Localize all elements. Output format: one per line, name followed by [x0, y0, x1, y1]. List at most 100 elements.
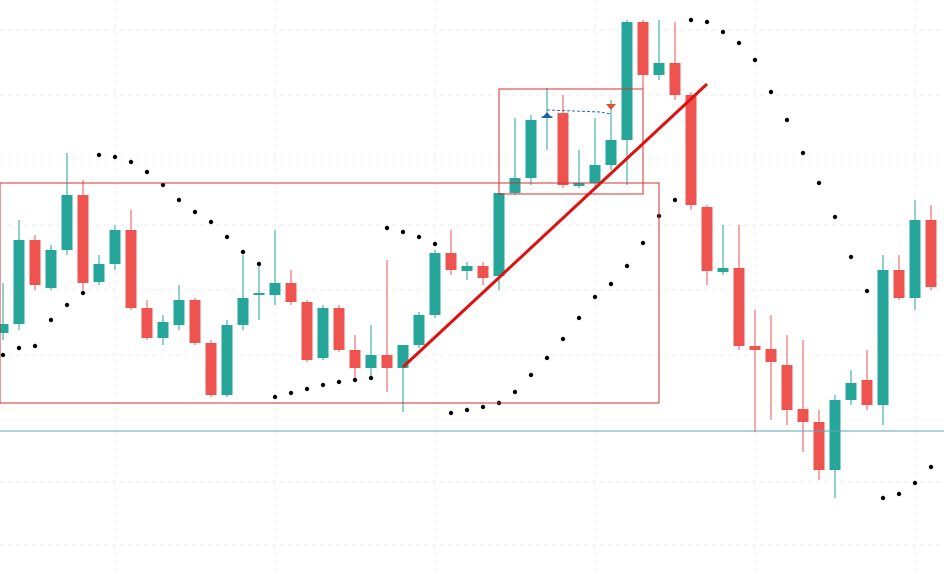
- candle-body: [333, 308, 345, 350]
- candle-body: [653, 63, 665, 75]
- sar-dot: [848, 254, 854, 260]
- sar-dot: [176, 197, 182, 203]
- candle-body: [557, 113, 569, 185]
- measure-line: [546, 109, 612, 115]
- candle-body: [605, 140, 617, 165]
- sar-dot: [112, 154, 118, 160]
- sar-dot: [752, 57, 758, 63]
- sar-dot: [224, 234, 230, 240]
- sar-dot: [816, 180, 822, 186]
- sar-dot: [864, 288, 870, 294]
- sar-dot: [256, 261, 262, 267]
- candles: [0, 17, 937, 501]
- sar-dot: [640, 240, 646, 246]
- sar-dot: [320, 382, 326, 388]
- trend-line: [401, 82, 709, 369]
- sar-dot: [736, 40, 742, 46]
- candle-body: [461, 266, 473, 271]
- sar-dot: [192, 209, 198, 215]
- sar-dot: [32, 343, 38, 349]
- candle-body: [125, 230, 137, 308]
- sar-dot: [384, 225, 390, 231]
- sar-dot: [784, 117, 790, 123]
- sar-dot: [528, 372, 534, 378]
- candle-body: [797, 409, 809, 422]
- candle-body: [813, 422, 825, 470]
- sar-dot: [704, 19, 710, 25]
- candle-body: [733, 268, 745, 346]
- candle-body: [285, 283, 297, 302]
- sar-dot: [608, 281, 614, 287]
- candle-body: [93, 264, 105, 282]
- candle-body: [381, 355, 393, 368]
- sar-dot: [512, 389, 518, 395]
- sar-dot: [480, 404, 486, 410]
- sar-dot: [336, 379, 342, 385]
- candle-body: [109, 230, 121, 264]
- candle-body: [493, 193, 505, 276]
- candle-body: [141, 308, 153, 338]
- down-arrow: [606, 104, 616, 110]
- candle-body: [477, 266, 489, 278]
- candle-body: [685, 95, 697, 205]
- sar-dot: [208, 219, 214, 225]
- candle-body: [317, 308, 329, 358]
- candle-body: [0, 324, 9, 333]
- candle-body: [621, 22, 633, 140]
- candle-body: [861, 380, 873, 405]
- sar-dot: [768, 89, 774, 95]
- sar-dot: [896, 491, 902, 497]
- sar-dot: [880, 495, 886, 501]
- sar-dot: [48, 317, 54, 323]
- candle-body: [173, 300, 185, 325]
- sar-dot: [672, 197, 678, 203]
- candle-body: [925, 220, 937, 287]
- candle-body: [877, 270, 889, 405]
- candle-body: [909, 220, 921, 298]
- sar-dot: [16, 345, 22, 351]
- candle-body: [429, 253, 441, 315]
- candle-body: [205, 343, 217, 395]
- sar-dot: [544, 355, 550, 361]
- candle-body: [61, 195, 73, 250]
- sar-dot: [80, 290, 86, 296]
- sar-dot: [560, 336, 566, 342]
- sar-dot: [464, 407, 470, 413]
- candle-body: [301, 302, 313, 360]
- candle-body: [237, 298, 249, 325]
- candle-body: [893, 270, 905, 298]
- sar-dot: [448, 410, 454, 416]
- candle-body: [77, 195, 89, 283]
- candle-body: [637, 22, 649, 75]
- sar-dot: [928, 464, 934, 470]
- sar-dot: [272, 394, 278, 400]
- sar-dot: [96, 152, 102, 158]
- candle-body: [717, 268, 729, 272]
- candle-body: [445, 253, 457, 270]
- candle-body: [221, 325, 233, 395]
- sar-dot: [416, 234, 422, 240]
- candle-body: [253, 293, 265, 295]
- candle-body: [413, 315, 425, 345]
- candle-body: [669, 63, 681, 95]
- candle-body: [573, 183, 585, 186]
- candle-body: [829, 400, 841, 470]
- sar-dot: [688, 17, 694, 23]
- sar-dot: [160, 182, 166, 188]
- sar-dot: [128, 159, 134, 165]
- candle-body: [525, 120, 537, 178]
- candle-body: [589, 165, 601, 183]
- sar-dot: [144, 169, 150, 175]
- sar-dot: [0, 352, 6, 358]
- candle-body: [509, 178, 521, 193]
- candle-body: [749, 346, 761, 350]
- sar-dot: [800, 150, 806, 156]
- sar-dot: [64, 302, 70, 308]
- candle-body: [13, 240, 25, 324]
- candle-body: [365, 355, 377, 368]
- sar-dot: [240, 249, 246, 255]
- drawings: [0, 82, 944, 432]
- sar-dot: [400, 229, 406, 235]
